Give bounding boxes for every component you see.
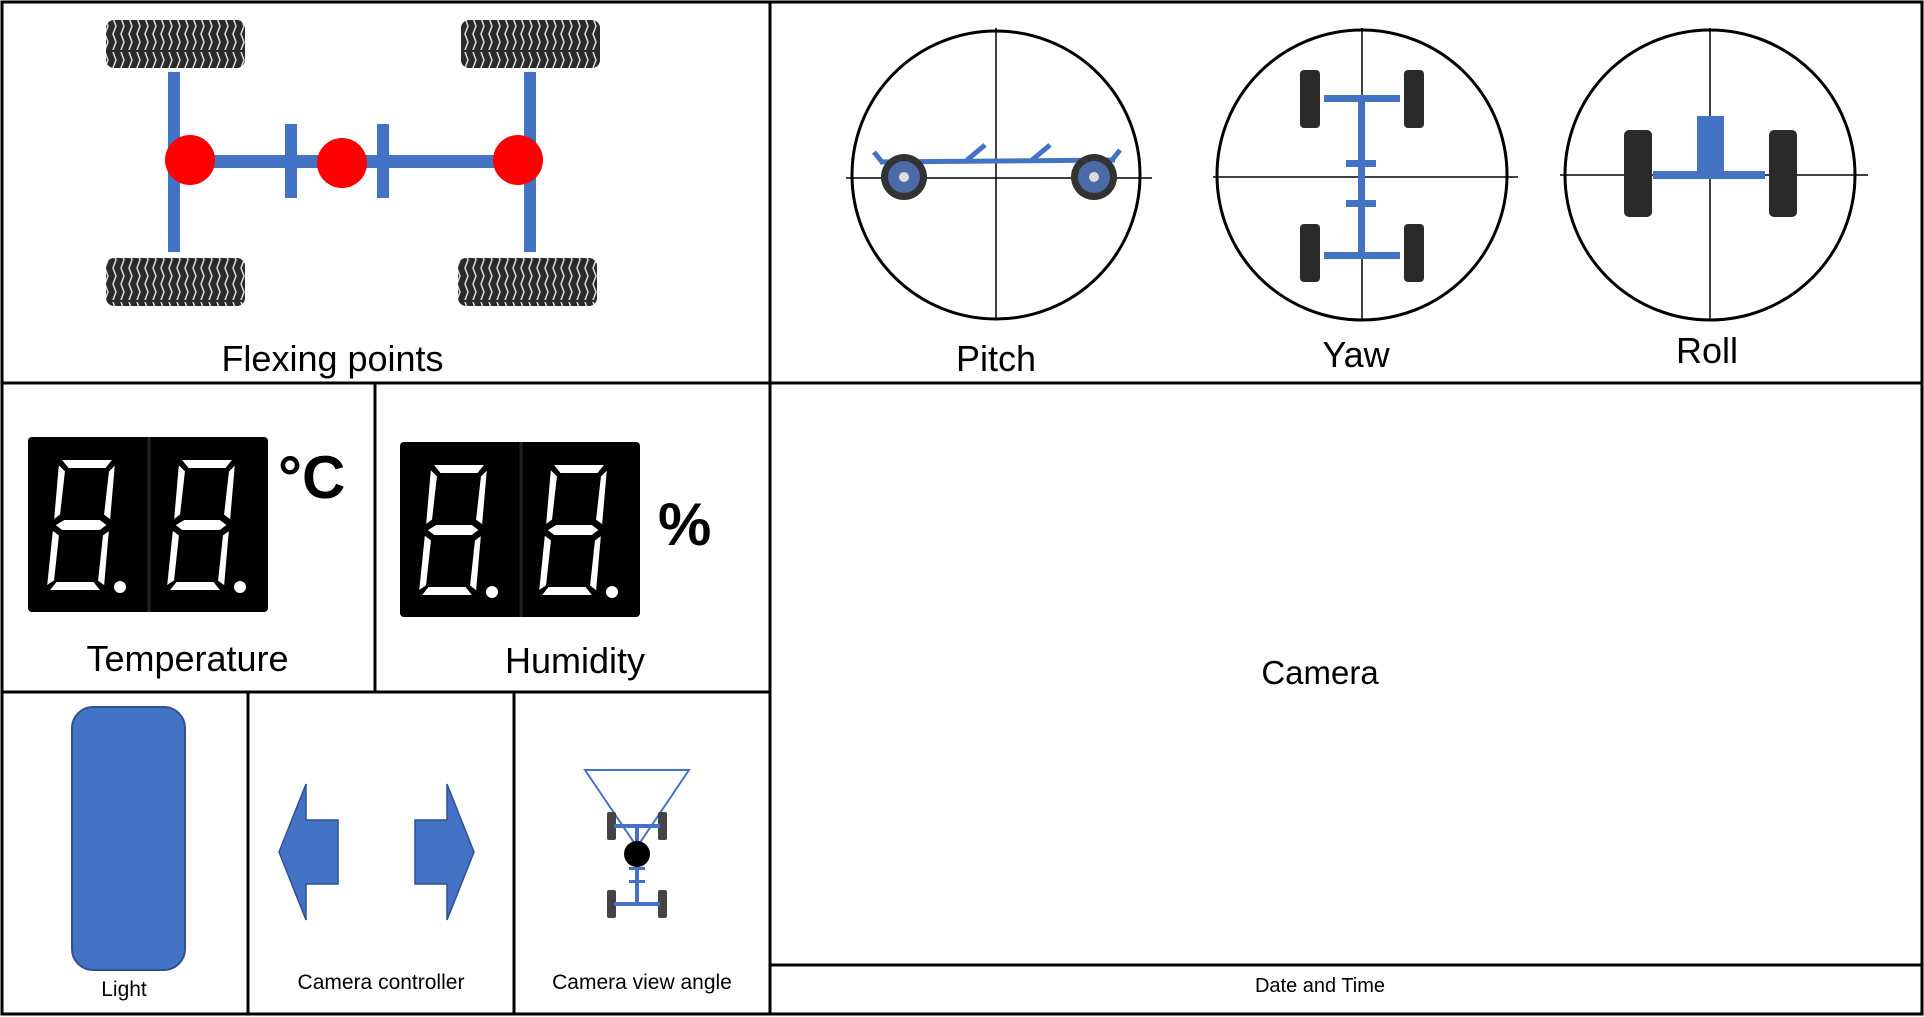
light-panel: Light — [0, 692, 248, 1014]
pitch-gauge — [846, 28, 1152, 321]
orientation-panel: Pitch Yaw Roll — [770, 0, 1922, 383]
wheel-icon — [881, 154, 927, 200]
tire-icon — [106, 20, 245, 68]
humidity-label: Humidity — [504, 640, 646, 681]
roll-gauge — [1560, 28, 1868, 322]
date-time-panel: Date and Time — [770, 965, 1922, 1014]
chassis-top-diagram — [106, 20, 600, 306]
camera-view-angle-diagram — [583, 769, 691, 918]
camera-dot-icon — [624, 841, 650, 867]
camera-view-angle-panel: Camera view angle — [514, 692, 770, 1014]
right-arrow-icon[interactable] — [414, 782, 484, 922]
tire-icon — [461, 20, 600, 68]
light-label: Light — [101, 978, 147, 1001]
flexing-points-label: Flexing points — [221, 338, 444, 379]
camera-label: Camera — [1261, 654, 1379, 691]
flex-point-left — [165, 135, 215, 185]
camera-view-angle-label: Camera view angle — [552, 971, 732, 994]
camera-feed: Camera — [770, 383, 1922, 965]
camera-controller-panel: Camera controller — [248, 692, 514, 1014]
tire-icon — [106, 258, 245, 306]
temperature-display — [28, 437, 268, 612]
tire-icon — [458, 258, 597, 306]
left-arrow-icon[interactable] — [278, 782, 348, 922]
flexing-points-panel: Flexing points — [0, 0, 770, 383]
temperature-unit: °C — [278, 444, 346, 511]
orientation-gauges — [846, 28, 1868, 322]
date-time-label: Date and Time — [1254, 975, 1386, 997]
light-toggle[interactable] — [71, 706, 186, 971]
yaw-label: Yaw — [1322, 334, 1390, 375]
humidity-panel: % Humidity — [375, 383, 770, 692]
humidity-display — [400, 442, 640, 617]
flex-point-right — [493, 135, 543, 185]
temperature-label: Temperature — [86, 638, 289, 679]
flex-point-center — [317, 138, 367, 188]
temperature-panel: °C Temperature — [0, 383, 375, 692]
pitch-label: Pitch — [955, 338, 1037, 379]
yaw-gauge — [1213, 28, 1518, 322]
roll-label: Roll — [1675, 330, 1738, 371]
humidity-unit: % — [658, 491, 712, 558]
wheel-icon — [1071, 154, 1117, 200]
camera-controller-label: Camera controller — [297, 971, 465, 994]
